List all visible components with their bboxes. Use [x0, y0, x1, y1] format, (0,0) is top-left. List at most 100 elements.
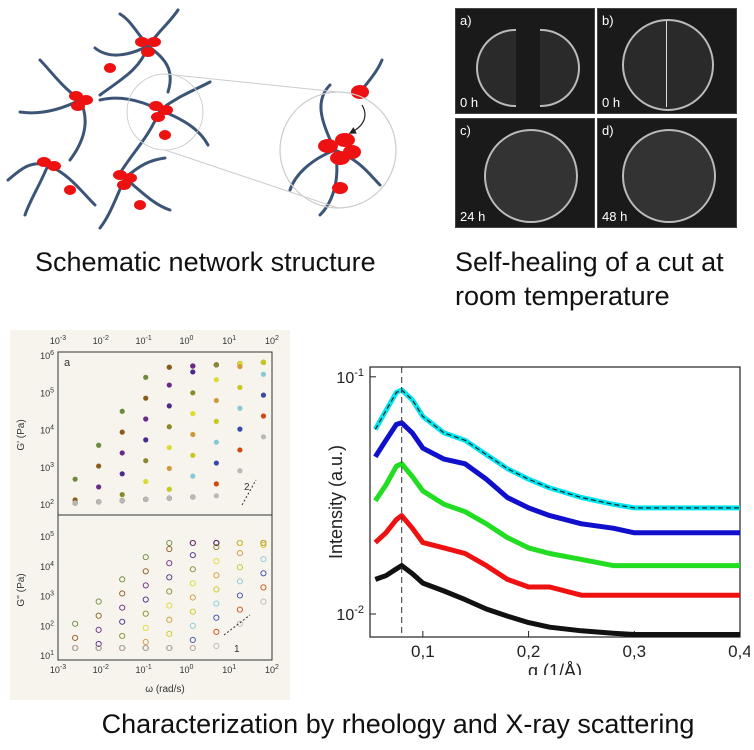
gdoubleprime-marker [166, 602, 173, 609]
gprime-marker [260, 371, 267, 377]
caption-self-healing: Self-healing of a cut at room temperatur… [455, 247, 724, 311]
bottom-x-tick-label: 100 [179, 664, 193, 675]
gprime-marker [213, 418, 219, 424]
gdoubleprime-marker [166, 560, 173, 567]
plot-frame [369, 366, 741, 638]
top-x-tick-label: 101 [222, 335, 236, 346]
gprime-marker [143, 458, 149, 464]
photo-panel-label: d) [602, 123, 614, 138]
photo-panel-a: a) 0 h [455, 8, 595, 114]
top-y-tick-label: 104 [40, 425, 54, 436]
gprime-marker [119, 492, 125, 498]
gprime-marker [190, 411, 196, 417]
sample-half-left [476, 29, 516, 107]
top-y-tick-label: 103 [40, 462, 54, 473]
gdoubleprime-marker [166, 574, 173, 581]
gprime-marker [166, 486, 172, 492]
y-tick-label: 10-2 [336, 604, 364, 624]
bottom-x-tick-label: 10-2 [93, 664, 109, 675]
polymer-chains [6, 8, 384, 230]
top-y-tick-label: 105 [40, 387, 54, 398]
gprime-marker [213, 460, 219, 466]
gprime-marker [213, 397, 219, 404]
gdoubleprime-marker [142, 582, 149, 589]
photo-panel-b: b) 0 h [597, 8, 737, 114]
series-line [373, 420, 740, 536]
gdoubleprime-marker [119, 576, 126, 583]
gdoubleprime-marker [189, 636, 196, 643]
sample-disc [622, 19, 714, 111]
gprime-marker [143, 395, 149, 401]
gdoubleprime-marker [189, 608, 196, 615]
zoom-line-bottom [164, 149, 339, 209]
gdoubleprime-marker [189, 622, 196, 629]
gprime-marker [119, 450, 125, 456]
bottom-x-tick-label: 10-1 [135, 664, 151, 675]
gdoubleprime-marker [189, 552, 196, 559]
gdoubleprime-marker [213, 539, 220, 547]
gprime-marker [96, 499, 102, 505]
gprime-marker [119, 471, 125, 477]
photo-time-label: 48 h [602, 209, 628, 224]
gprime-marker [213, 493, 219, 499]
gprime-marker [237, 405, 243, 411]
gdoubleprime-marker [236, 564, 243, 571]
photo-panel-d: d) 48 h [597, 118, 737, 228]
gprime-marker [143, 437, 149, 443]
gprime-marker [166, 364, 172, 370]
gprime-marker [237, 447, 243, 453]
gdoubleprime-marker [166, 630, 173, 637]
gprime-marker [213, 362, 219, 368]
series-line [373, 461, 740, 569]
series-line [373, 513, 740, 598]
gprime-marker [166, 403, 172, 409]
gprime-marker [96, 484, 102, 490]
gprime-marker [260, 392, 267, 398]
gprime-marker [96, 463, 102, 469]
gprime-marker [190, 452, 196, 458]
gdoubleprime-marker [236, 539, 243, 547]
gdoubleprime-marker [260, 539, 267, 547]
gdoubleprime-marker [95, 598, 102, 605]
gdoubleprime-marker [166, 616, 173, 623]
gdoubleprime-marker [119, 590, 126, 597]
caption-schematic: Schematic network structure [35, 247, 376, 277]
top-x-tick-label: 10-2 [93, 335, 109, 346]
gprime-marker [237, 426, 243, 432]
gdoubleprime-marker [260, 570, 267, 577]
bottom-x-tick-label: 101 [222, 664, 236, 675]
gprime-marker [190, 390, 196, 396]
exchange-arrow [348, 104, 366, 134]
gdoubleprime-marker [260, 598, 267, 605]
gprime-marker [166, 424, 172, 430]
gdoubleprime-marker [236, 620, 243, 627]
x-tick-label: 0,1 [411, 642, 435, 661]
caption-characterization: Characterization by rheology and X-ray s… [101, 709, 695, 739]
gprime-marker [213, 481, 219, 487]
rheology-figure: 10-3 10-3 10-2 10-2 10-1 10-1 100 100 101 101 102 1… [10, 330, 290, 700]
gprime-marker [166, 465, 172, 472]
gprime-marker [119, 429, 125, 435]
series-line [374, 563, 740, 637]
gdoubleprime-marker [260, 556, 267, 563]
gprime-marker [143, 496, 149, 502]
gprime-marker [190, 363, 196, 369]
gdoubleprime-marker [189, 594, 196, 601]
gdoubleprime-marker [189, 580, 196, 587]
y-axis-label: Intensity (a.u.) [326, 445, 346, 559]
slope-label-bottom: 1 [234, 644, 240, 655]
photo-time-label: 0 h [602, 95, 621, 110]
gprime-marker [190, 494, 196, 500]
gdoubleprime-marker [213, 586, 220, 593]
top-y-tick-label: 102 [40, 499, 54, 510]
photo-time-label: 0 h [460, 95, 479, 110]
gdoubleprime-marker [213, 558, 220, 565]
gdoubleprime-marker [189, 539, 196, 547]
gprime-marker [190, 473, 196, 479]
gdoubleprime-marker [260, 541, 267, 549]
gdoubleprime-marker [213, 614, 220, 621]
zoom-line-top [164, 73, 339, 93]
bottom-y-tick-label: 101 [40, 650, 54, 661]
gdoubleprime-marker [142, 610, 149, 617]
gdoubleprime-marker [213, 642, 220, 650]
